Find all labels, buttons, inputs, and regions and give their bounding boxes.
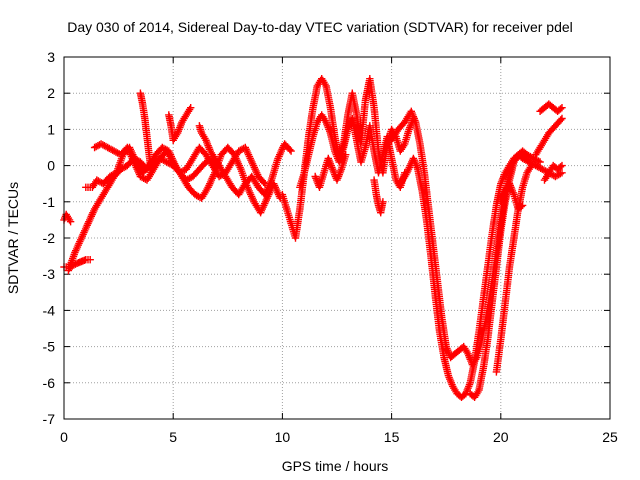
data-series-track-8 (195, 122, 223, 170)
chart-title: Day 030 of 2014, Sidereal Day-to-day VTE… (67, 19, 573, 35)
y-tick-label: 3 (47, 49, 55, 65)
y-tick-label: 1 (47, 121, 55, 137)
y-tick-label: -4 (43, 302, 56, 318)
y-tick-label: -7 (43, 411, 56, 427)
x-tick-label: 20 (493, 429, 509, 445)
data-series-track-20 (540, 161, 566, 184)
x-tick-label: 0 (60, 429, 68, 445)
x-tick-label: 5 (169, 429, 177, 445)
y-tick-label: -1 (43, 194, 56, 210)
x-tick-label: 25 (602, 429, 618, 445)
plot-frame (63, 56, 611, 420)
data-series-track-1 (60, 210, 75, 226)
data-series-track-6 (136, 89, 156, 177)
x-tick-label: 15 (384, 429, 400, 445)
data-series-track-7 (165, 104, 195, 144)
data-series-track-11 (311, 151, 350, 191)
data-series-track-17 (497, 180, 527, 213)
data-series-track-12 (370, 176, 387, 217)
y-tick-label: -6 (43, 375, 56, 391)
y-tick-label: 2 (47, 85, 55, 101)
data-series-track-5 (90, 140, 269, 188)
data-series-track-19 (536, 100, 566, 115)
data-series-track-10 (296, 111, 409, 191)
y-axis-label: SDTVAR / TECUs (5, 182, 21, 294)
y-tick-label: -5 (43, 339, 56, 355)
x-axis-label: GPS time / hours (282, 458, 389, 474)
y-tick-label: -3 (43, 266, 56, 282)
y-tick-label: -2 (43, 230, 56, 246)
y-tick-label: 0 (47, 158, 55, 174)
data-series-track-15 (466, 151, 566, 401)
data-series-track-18 (532, 114, 566, 159)
grid-lines (64, 57, 610, 419)
x-tick-label: 10 (275, 429, 291, 445)
data-series-track-14 (396, 147, 544, 401)
data-points (60, 75, 566, 401)
